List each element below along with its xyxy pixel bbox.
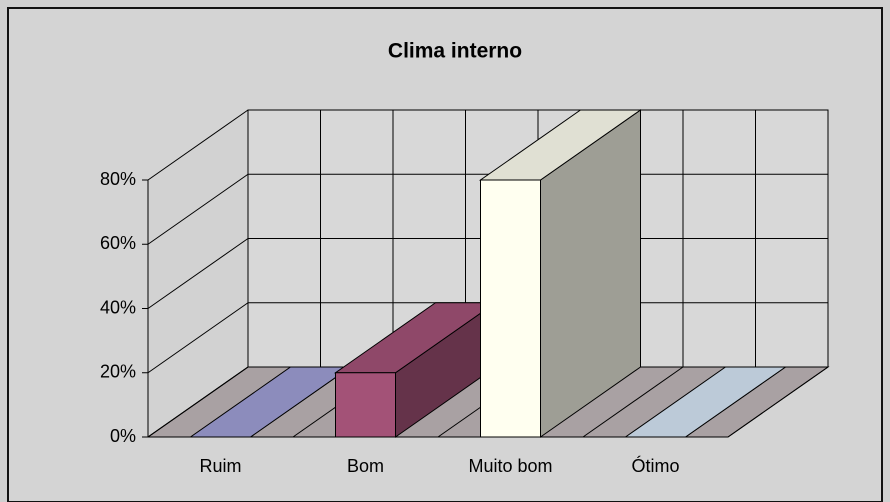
- x-tick-label: Ótimo: [631, 455, 679, 476]
- bar: [480, 179, 541, 438]
- floor-grid: [582, 366, 684, 438]
- y-tick-label: 20%: [100, 362, 136, 382]
- bar-top: [623, 366, 788, 438]
- y-tick-label: 60%: [100, 233, 136, 253]
- floor-grid: [727, 366, 829, 438]
- side-grid-line: [147, 173, 249, 245]
- bar: [335, 372, 396, 438]
- chart-title: Clima interno: [388, 40, 522, 63]
- side-grid-line: [147, 238, 249, 309]
- y-tick-label: 0%: [110, 426, 136, 446]
- x-tick-label: Bom: [347, 456, 384, 476]
- y-tick-label: 80%: [100, 169, 136, 189]
- side-grid-line: [147, 366, 249, 438]
- side-grid-line: [147, 109, 249, 181]
- side-grid-line: [147, 302, 249, 374]
- y-tick-label: 40%: [100, 297, 136, 317]
- x-tick-label: Ruim: [199, 456, 241, 476]
- x-tick-label: Muito bom: [468, 456, 552, 476]
